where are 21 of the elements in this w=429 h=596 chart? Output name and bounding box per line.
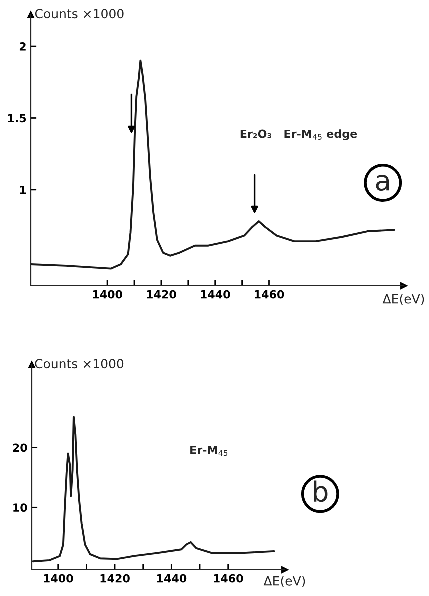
y-axis-title: Counts ×1000 [35, 359, 124, 369]
x-tick-label: 1460 [255, 290, 284, 299]
y-tick-label: 20 [13, 444, 28, 452]
x-tick-label: 1420 [147, 290, 176, 299]
x-tick-label: 1460 [214, 574, 244, 583]
y-tick-label: 1.5 [8, 114, 26, 123]
x-axis-title: ΔE(eV) [264, 576, 306, 588]
x-tick-label: 1440 [157, 574, 187, 583]
y-tick-label: 1 [20, 186, 26, 194]
x-tick-label: 1440 [201, 290, 230, 299]
x-axis-title: ΔE(eV) [382, 294, 424, 306]
x-tick-label: 1400 [44, 574, 74, 583]
annotation: a [376, 175, 390, 192]
annotation: Er-M$_{45}$ [190, 446, 228, 456]
text: b [314, 480, 328, 502]
x-tick-label: 1420 [100, 574, 130, 583]
y-tick-label: 10 [14, 504, 28, 512]
y-axis-title: Counts ×1000 [35, 9, 124, 19]
x-tick-label: 1400 [93, 290, 122, 299]
annotation: Er₂O₃ Er-M$_{45}$ edge [240, 130, 358, 140]
y-tick-label: 2 [20, 42, 26, 51]
